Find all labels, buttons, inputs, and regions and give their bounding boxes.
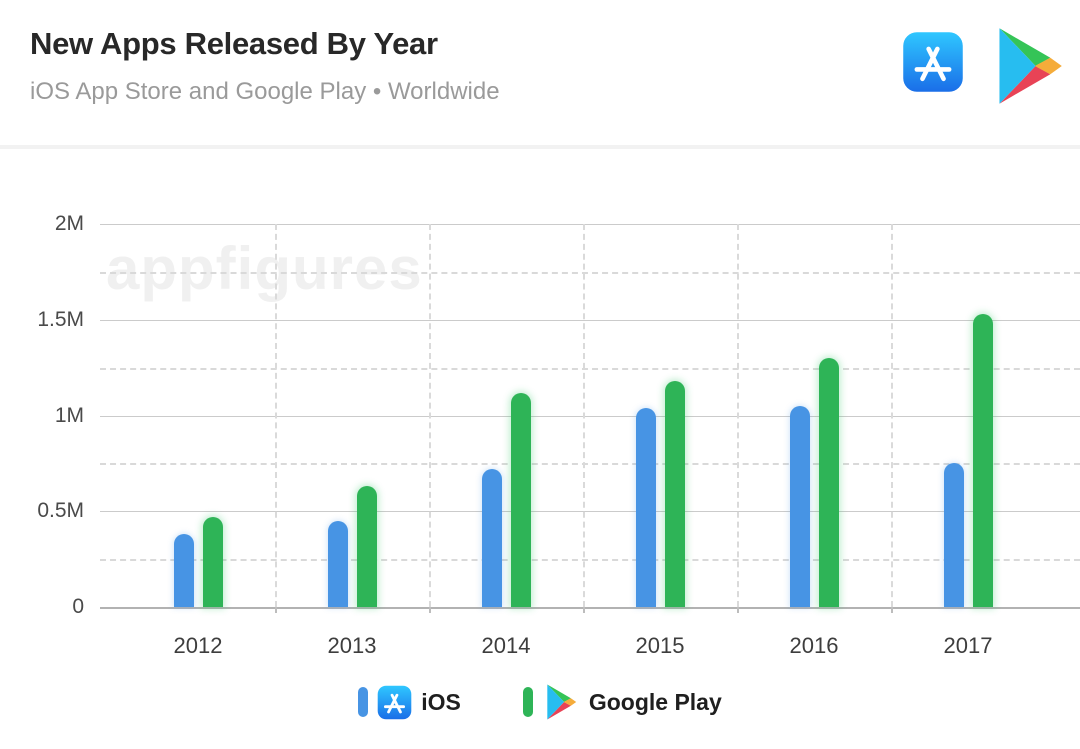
bar-ios-2014 xyxy=(481,469,502,607)
x-axis-tick xyxy=(891,607,893,613)
minor-gridline xyxy=(100,463,1080,466)
bar-ios-2013 xyxy=(327,520,348,607)
ios-color-swatch xyxy=(358,687,369,717)
chart-legend: iOS Google Play xyxy=(0,683,1080,721)
bar-ios-2012 xyxy=(173,534,194,607)
app-store-icon xyxy=(903,32,963,92)
page-title: New Apps Released By Year xyxy=(30,26,438,61)
gridline-0.5M xyxy=(100,511,1080,513)
x-tick-label-2014: 2014 xyxy=(481,633,531,658)
vertical-gridline xyxy=(737,224,739,607)
app-store-icon xyxy=(377,685,412,719)
vertical-gridline xyxy=(891,224,893,607)
bar-google-play-2016 xyxy=(818,358,839,607)
y-tick-label-2M: 2M xyxy=(54,212,84,235)
bar-ios-2016 xyxy=(789,405,810,607)
bar-google-play-2015 xyxy=(664,381,685,607)
bar-google-play-2013 xyxy=(356,486,377,607)
y-tick-label-0.5M: 0.5M xyxy=(37,499,84,523)
minor-gridline xyxy=(100,271,1080,274)
y-tick-label-1.5M: 1.5M xyxy=(37,307,84,331)
google-play-icon xyxy=(547,684,577,720)
page-subtitle: iOS App Store and Google Play • Worldwid… xyxy=(30,78,500,105)
bar-ios-2015 xyxy=(635,407,656,607)
bar-google-play-2012 xyxy=(202,517,223,607)
bar-chart-plot-area xyxy=(100,224,1080,613)
bar-google-play-2014 xyxy=(510,392,531,607)
x-axis-tick xyxy=(429,607,431,613)
gridline-1M xyxy=(100,415,1080,417)
bar-google-play-2017 xyxy=(972,314,993,607)
y-tick-label-1M: 1M xyxy=(54,403,84,427)
x-axis-tick xyxy=(737,607,739,613)
header-separator xyxy=(0,145,1080,149)
x-tick-label-2013: 2013 xyxy=(327,633,377,658)
x-axis-tick xyxy=(583,607,585,613)
gridline-1.5M xyxy=(100,319,1080,321)
watermark: appfigures xyxy=(106,235,423,302)
x-tick-label-2017: 2017 xyxy=(943,633,993,658)
x-tick-label-2012: 2012 xyxy=(173,633,223,658)
google-play-icon xyxy=(999,28,1062,104)
google-play-color-swatch xyxy=(522,687,533,717)
legend-label-ios: iOS xyxy=(421,688,461,715)
minor-gridline xyxy=(100,367,1080,370)
x-tick-label-2016: 2016 xyxy=(789,633,839,658)
gridline-2M xyxy=(100,224,1080,225)
legend-label-google-play: Google Play xyxy=(588,688,722,715)
legend-item-ios: iOS xyxy=(358,685,461,720)
gridline-0 xyxy=(100,607,1080,609)
vertical-gridline xyxy=(275,224,277,607)
bar-ios-2017 xyxy=(943,463,964,607)
minor-gridline xyxy=(100,559,1080,562)
x-axis-tick xyxy=(275,607,277,613)
x-tick-label-2015: 2015 xyxy=(635,633,685,658)
vertical-gridline xyxy=(429,224,431,607)
legend-item-google-play: Google Play xyxy=(522,683,722,721)
y-tick-label-0: 0 xyxy=(72,595,84,618)
vertical-gridline xyxy=(583,224,585,607)
